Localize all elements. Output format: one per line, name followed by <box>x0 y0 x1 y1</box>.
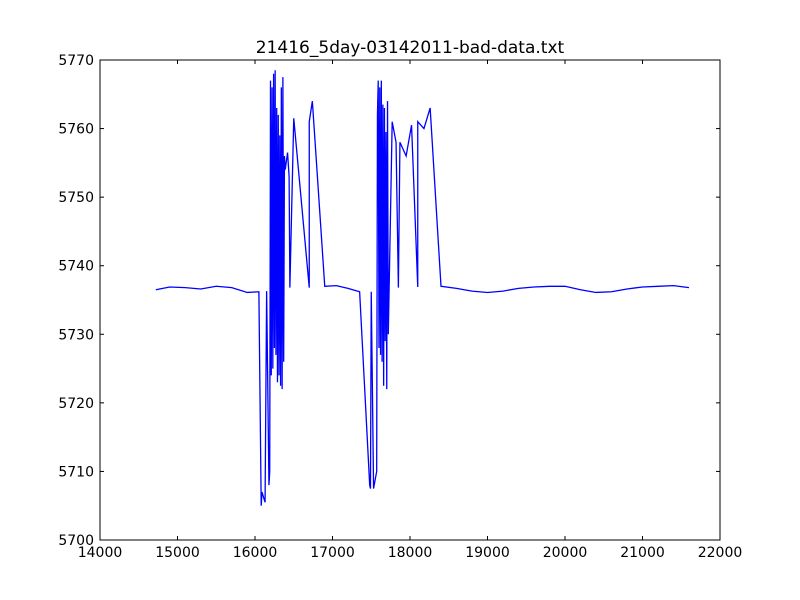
x-tick-label: 19000 <box>465 545 510 561</box>
y-tick-label: 5750 <box>58 190 94 206</box>
x-tick-label: 17000 <box>310 545 355 561</box>
x-axis: 14000 15000 16000 17000 18000 19000 20000 21000… <box>78 60 743 561</box>
series-layer <box>155 70 690 506</box>
x-tick-label: 16000 <box>233 545 278 561</box>
x-tick-label: 20000 <box>543 545 588 561</box>
y-tick-label: 5720 <box>58 396 94 412</box>
x-tick-label: 15000 <box>155 545 200 561</box>
x-tick-label: 22000 <box>698 545 743 561</box>
x-tick-label: 18000 <box>388 545 433 561</box>
y-tick-label: 5760 <box>58 122 94 138</box>
y-tick-label: 5710 <box>58 464 94 480</box>
y-axis: 5700 5710 5720 5730 5740 5750 5760 5770 <box>58 53 720 549</box>
x-tick-label: 21000 <box>620 545 665 561</box>
plot-area <box>100 60 720 540</box>
chart-title: 21416_5day-03142011-bad-data.txt <box>256 38 565 58</box>
series-line <box>155 70 690 506</box>
x-tick-label: 14000 <box>78 545 123 561</box>
y-tick-label: 5770 <box>58 53 94 69</box>
y-tick-label: 5740 <box>58 259 94 275</box>
y-tick-label: 5730 <box>58 327 94 343</box>
y-tick-label: 5700 <box>58 533 94 549</box>
